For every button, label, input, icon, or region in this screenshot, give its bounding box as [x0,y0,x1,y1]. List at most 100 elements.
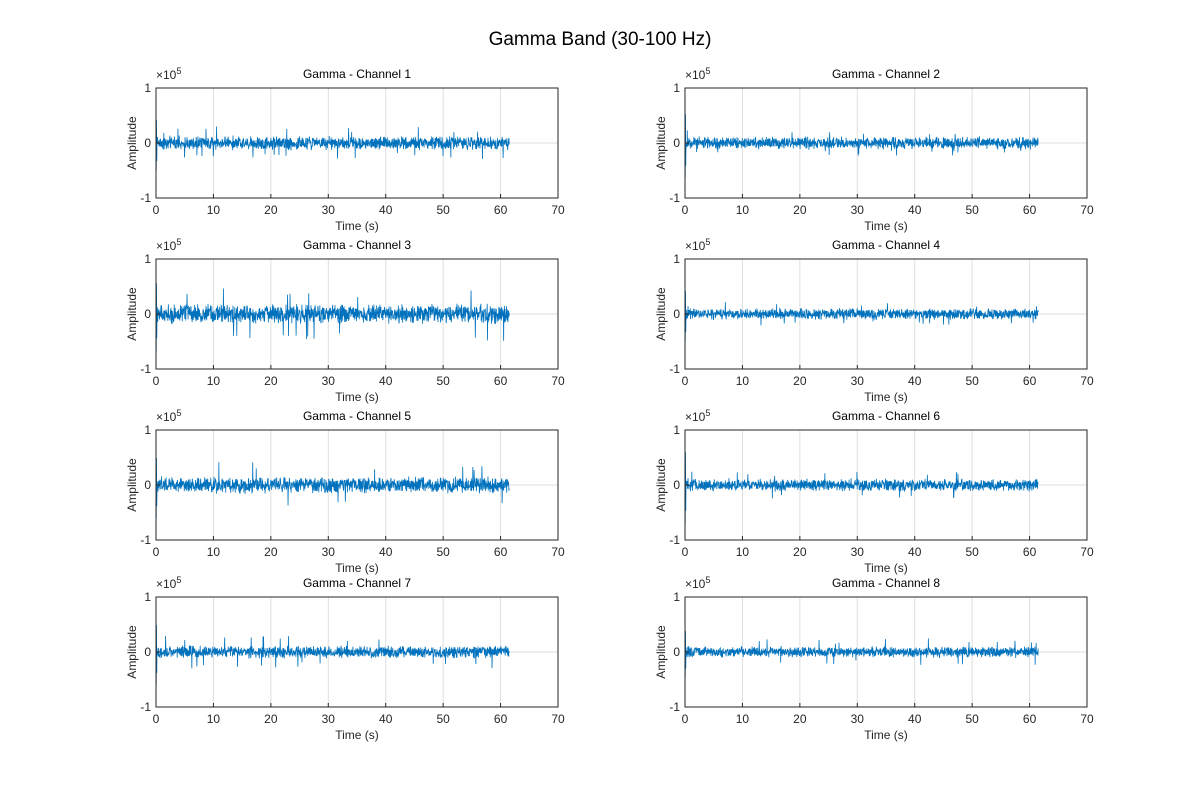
subplot-channel-8: 0 10 20 30 40 50 60 70-101×105 Gamma - Channel 8… [654,575,1094,742]
y-tick-label: 1 [144,252,151,266]
x-tick-label: 60 [1023,203,1037,217]
x-tick-label: 0 [682,545,689,559]
y-axis-label: Amplitude [654,458,668,512]
x-tick-label: 70 [1080,545,1094,559]
x-tick-label: 50 [965,545,979,559]
x-tick-label: 50 [965,203,979,217]
x-tick-label: 10 [736,545,750,559]
y-tick-label: 1 [673,252,680,266]
y-exponent-label: ×105 [685,66,710,82]
y-tick-label: -1 [669,700,680,714]
signal-trace [684,621,1039,678]
y-tick-label: -1 [140,700,151,714]
x-tick-label: 30 [851,203,865,217]
y-axis-label: Amplitude [125,287,139,341]
x-axis-label: Time (s) [335,390,379,404]
y-exponent-label: ×105 [685,237,710,253]
y-exponent-power: 5 [176,408,181,418]
y-tick-label: 0 [673,478,680,492]
subplot-title: Gamma - Channel 7 [303,576,411,590]
y-axis-label: Amplitude [125,116,139,170]
x-axis-label: Time (s) [864,728,908,742]
x-tick-label: 40 [908,203,922,217]
subplot-title: Gamma - Channel 8 [832,576,940,590]
x-tick-label: 30 [851,712,865,726]
x-tick-label: 40 [379,374,393,388]
x-tick-label: 30 [322,203,336,217]
y-tick-label: 1 [673,590,680,604]
x-tick-label: 70 [1080,203,1094,217]
x-tick-label: 50 [965,374,979,388]
y-tick-label: -1 [669,191,680,205]
x-tick-label: 70 [551,545,565,559]
subplot-title: Gamma - Channel 5 [303,409,411,423]
x-tick-label: 20 [264,374,278,388]
y-axis-label: Amplitude [125,625,139,679]
y-tick-label: 0 [144,645,151,659]
x-tick-label: 40 [908,374,922,388]
x-tick-label: 0 [682,712,689,726]
x-tick-label: 30 [322,374,336,388]
x-tick-label: 60 [1023,712,1037,726]
figure-title: Gamma Band (30-100 Hz) [488,29,712,50]
x-tick-label: 0 [153,374,160,388]
x-tick-label: 0 [682,374,689,388]
y-tick-label: 0 [673,136,680,150]
y-exponent-label: ×105 [685,408,710,424]
x-axis-label: Time (s) [864,219,908,233]
y-exponent-power: 5 [176,66,181,76]
x-tick-label: 50 [436,545,450,559]
x-tick-label: 40 [379,545,393,559]
y-tick-label: -1 [669,362,680,376]
x-tick-label: 40 [379,712,393,726]
y-axis-label: Amplitude [654,116,668,170]
x-tick-label: 20 [264,545,278,559]
x-tick-label: 50 [965,712,979,726]
y-exponent-label: ×105 [156,575,181,591]
x-tick-label: 20 [264,712,278,726]
subplot-title: Gamma - Channel 6 [832,409,940,423]
x-tick-label: 20 [793,374,807,388]
y-tick-label: 1 [673,423,680,437]
subplot-channel-1: 0 10 20 30 40 50 60 70-101×105 Gamma - Channel 1… [125,66,565,233]
x-tick-label: 20 [793,203,807,217]
y-exponent-power: 5 [705,66,710,76]
y-exponent-label: ×105 [685,575,710,591]
x-tick-label: 20 [793,712,807,726]
x-tick-label: 10 [736,374,750,388]
x-tick-label: 70 [1080,374,1094,388]
x-tick-label: 70 [1080,712,1094,726]
x-tick-label: 70 [551,712,565,726]
subplot-title: Gamma - Channel 2 [832,67,940,81]
x-axis-label: Time (s) [335,561,379,575]
signal-trace [155,613,510,685]
x-axis-label: Time (s) [864,390,908,404]
x-axis-label: Time (s) [335,728,379,742]
subplot-channel-3: 0 10 20 30 40 50 60 70-101×105 Gamma - Channel 3… [125,237,565,404]
x-tick-label: 10 [207,712,221,726]
y-exponent-power: 5 [705,575,710,585]
x-axis-label: Time (s) [335,219,379,233]
x-axis-label: Time (s) [864,561,908,575]
signal-trace [684,101,1039,179]
y-tick-label: -1 [140,362,151,376]
y-axis-label: Amplitude [654,287,668,341]
y-axis-label: Amplitude [654,625,668,679]
subplot-title: Gamma - Channel 4 [832,238,940,252]
signal-trace [155,269,510,352]
x-tick-label: 10 [207,374,221,388]
signal-trace [684,438,1039,525]
y-exponent-label: ×105 [156,237,181,253]
x-tick-label: 30 [851,374,865,388]
y-exponent-power: 5 [705,237,710,247]
signal-trace [155,446,510,518]
y-tick-label: 0 [673,307,680,321]
x-tick-label: 20 [264,203,278,217]
x-tick-label: 50 [436,712,450,726]
subplot-title: Gamma - Channel 1 [303,67,411,81]
subplot-channel-2: 0 10 20 30 40 50 60 70-101×105 Gamma - Channel 2… [654,66,1094,233]
subplot-channel-4: 0 10 20 30 40 50 60 70-101×105 Gamma - Channel 4… [654,237,1094,404]
x-tick-label: 50 [436,203,450,217]
x-tick-label: 50 [436,374,450,388]
